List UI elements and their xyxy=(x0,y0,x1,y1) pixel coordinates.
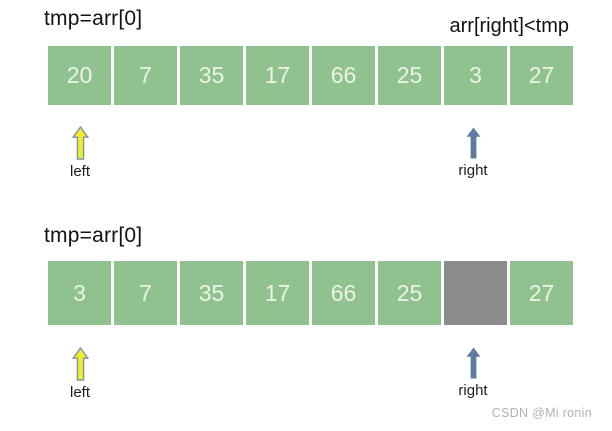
step1-right-pointer: right xyxy=(443,127,503,179)
array-cell: 27 xyxy=(510,46,573,105)
step1-title: tmp=arr[0] xyxy=(44,7,143,30)
array-cell: 20 xyxy=(48,46,111,105)
watermark: CSDN @Mi ronin xyxy=(491,406,592,420)
step2-title: tmp=arr[0] xyxy=(44,224,143,247)
array-cell: 27 xyxy=(510,261,573,325)
step1-condition-annotation: arr[right]<tmp xyxy=(449,15,569,37)
array-cell: 25 xyxy=(378,261,441,325)
array-cell xyxy=(444,261,507,325)
array-cell: 3 xyxy=(444,46,507,105)
array-cell: 66 xyxy=(312,261,375,325)
array-cell: 3 xyxy=(48,261,111,325)
array-cell: 35 xyxy=(180,46,243,105)
array-cell: 17 xyxy=(246,261,309,325)
right-arrow-up-icon xyxy=(466,347,480,379)
left-arrow-up-icon xyxy=(71,126,89,160)
step1-right-label: right xyxy=(458,162,488,179)
step1-left-pointer: left xyxy=(50,126,110,180)
array-cell: 7 xyxy=(114,261,177,325)
step1-left-label: left xyxy=(69,163,90,180)
step2-array: 3 7 35 17 66 25 27 xyxy=(48,261,573,325)
array-cell: 25 xyxy=(378,46,441,105)
step1-array: 20 7 35 17 66 25 3 27 xyxy=(48,46,573,105)
step2-right-pointer: right xyxy=(443,347,503,399)
step2-left-label: left xyxy=(69,384,90,401)
right-arrow-up-icon xyxy=(466,127,480,159)
step2-left-pointer: left xyxy=(50,347,110,401)
array-cell: 66 xyxy=(312,46,375,105)
array-cell: 35 xyxy=(180,261,243,325)
array-cell: 7 xyxy=(114,46,177,105)
step2-right-label: right xyxy=(458,382,488,399)
array-cell: 17 xyxy=(246,46,309,105)
left-arrow-up-icon xyxy=(71,347,89,381)
